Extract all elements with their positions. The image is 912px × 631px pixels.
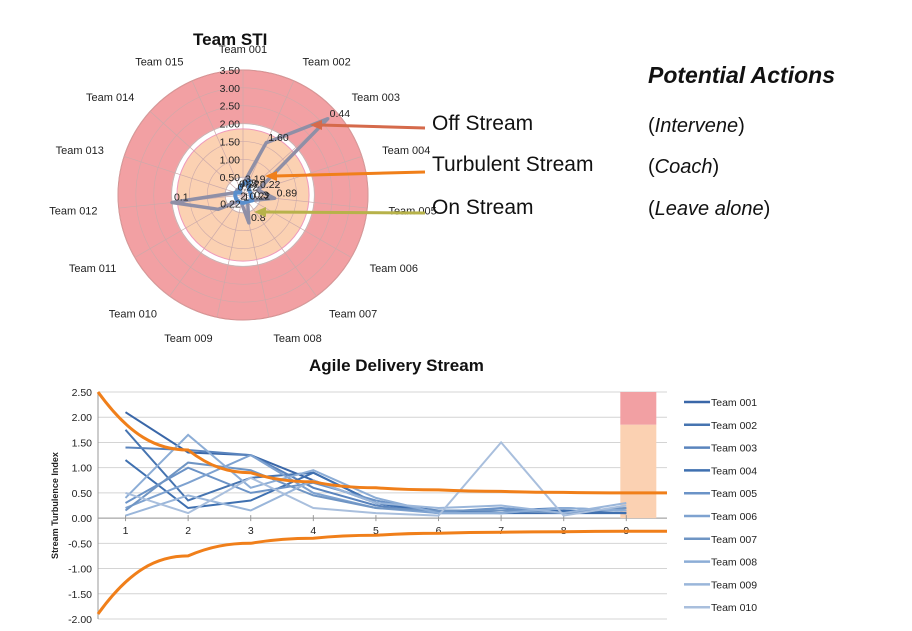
radar-tick-label: 2.00 bbox=[220, 119, 241, 131]
y-tick-label: 0.00 bbox=[72, 513, 93, 525]
upper-band-line bbox=[96, 391, 667, 495]
legend-label: Team 008 bbox=[711, 557, 757, 569]
radar-category-label: Team 001 bbox=[219, 44, 267, 56]
radar-data-label: 0.22 bbox=[238, 182, 259, 194]
legend-label: Team 001 bbox=[711, 397, 757, 409]
x-tick-label: 6 bbox=[436, 525, 442, 537]
radar-data-label: 0.44 bbox=[330, 108, 351, 120]
y-tick-label: 1.50 bbox=[72, 437, 93, 449]
radar-category-label: Team 013 bbox=[56, 145, 104, 157]
radar-spoke bbox=[242, 80, 295, 196]
turbulent-stream-arrow-head bbox=[265, 171, 277, 181]
on-stream-arrow-head bbox=[254, 207, 266, 217]
x-tick-label: 3 bbox=[248, 525, 254, 537]
action-leave-alone: (Leave alone) bbox=[648, 198, 771, 220]
radar-spoke bbox=[216, 194, 244, 318]
radar-data-label: 0.22 bbox=[250, 190, 271, 202]
turbulent-stream-label: Turbulent Stream bbox=[432, 153, 594, 176]
radar-chart-title: Team STI bbox=[193, 30, 268, 49]
off-stream-label: Off Stream bbox=[432, 112, 534, 135]
y-tick-label: 2.50 bbox=[72, 387, 93, 399]
radar-category-label: Team 007 bbox=[329, 308, 377, 320]
radar-spoke bbox=[169, 194, 244, 297]
radar-spoke bbox=[149, 111, 244, 196]
y-tick-label: -0.50 bbox=[68, 538, 92, 550]
y-tick-label: 2.00 bbox=[72, 412, 93, 424]
potential-actions-title: Potential Actions bbox=[648, 62, 835, 88]
radar-category-label: Team 015 bbox=[135, 56, 183, 68]
radar-spoke bbox=[242, 194, 352, 258]
radar-tick-label: 3.00 bbox=[220, 83, 241, 95]
y-tick-label: -2.00 bbox=[68, 614, 92, 626]
action-intervene: (Intervene) bbox=[648, 115, 745, 137]
legend-label: Team 009 bbox=[711, 579, 757, 591]
radar-spoke bbox=[191, 80, 244, 196]
radar-data-label: 0.22 bbox=[260, 179, 281, 191]
off-stream-zone-bar bbox=[620, 392, 657, 425]
legend-label: Team 005 bbox=[711, 488, 757, 500]
radar-tick-label: 1.50 bbox=[220, 136, 241, 148]
x-tick-label: 4 bbox=[310, 525, 316, 537]
radar-spoke bbox=[242, 194, 368, 209]
on-stream-label: On Stream bbox=[432, 196, 534, 219]
y-tick-label: -1.50 bbox=[68, 589, 92, 601]
radar-tick-label: 3.50 bbox=[220, 65, 241, 77]
radar-data-label: 0.22 bbox=[220, 198, 241, 210]
radar-tick-label: 0.50 bbox=[220, 172, 241, 184]
radar-category-label: Team 012 bbox=[49, 205, 97, 217]
lower-band-line bbox=[96, 529, 667, 615]
off-stream-arrow bbox=[319, 123, 426, 130]
radar-category-label: Team 004 bbox=[382, 145, 430, 157]
legend-label: Team 010 bbox=[711, 602, 757, 614]
legend-label: Team 003 bbox=[711, 443, 757, 455]
radar-data-label: 0.3 bbox=[242, 177, 257, 189]
radar-data-label: 0.89 bbox=[277, 187, 298, 199]
radar-spoke bbox=[124, 156, 244, 196]
radar-category-label: Team 003 bbox=[352, 92, 400, 104]
legend-label: Team 004 bbox=[711, 465, 757, 477]
x-tick-label: 5 bbox=[373, 525, 379, 537]
radar-data-label: 1.60 bbox=[268, 132, 289, 144]
radar-data-label: 0.3 bbox=[254, 189, 269, 201]
radar-category-label: Team 014 bbox=[86, 92, 134, 104]
radar-category-label: Team 002 bbox=[302, 56, 350, 68]
turbulent-stream-arrow bbox=[274, 170, 426, 178]
radar-series-line bbox=[233, 178, 255, 205]
radar-category-label: Team 009 bbox=[164, 333, 212, 345]
radar-data-label: 0.22 bbox=[239, 179, 260, 191]
x-tick-label: 1 bbox=[123, 525, 129, 537]
radar-data-label: 1 bbox=[243, 192, 249, 204]
y-tick-label: 0.50 bbox=[72, 488, 93, 500]
legend-label: Team 007 bbox=[711, 534, 757, 546]
radar-category-label: Team 008 bbox=[273, 333, 321, 345]
action-coach: (Coach) bbox=[648, 156, 720, 178]
off-stream-arrow-head bbox=[310, 120, 322, 130]
line-series bbox=[124, 461, 627, 515]
y-tick-label: 1.00 bbox=[72, 463, 93, 475]
radar-data-label: 0.1 bbox=[174, 191, 189, 203]
radar-category-label: Team 010 bbox=[109, 308, 157, 320]
radar-data-label: 3.19 bbox=[245, 173, 266, 185]
radar-category-label: Team 011 bbox=[69, 263, 117, 275]
x-tick-label: 2 bbox=[185, 525, 191, 537]
turbulent-stream-zone-bar bbox=[620, 424, 657, 519]
line-chart-title: Agile Delivery Stream bbox=[309, 356, 484, 375]
legend-label: Team 006 bbox=[711, 511, 757, 523]
radar-tick-label: 2.50 bbox=[220, 101, 241, 113]
legend-label: Team 002 bbox=[711, 420, 757, 432]
radar-data-label: 2 bbox=[240, 190, 246, 202]
radar-tick-label: 1.00 bbox=[220, 154, 241, 166]
y-tick-label: -1.00 bbox=[68, 564, 92, 576]
radar-category-label: Team 006 bbox=[370, 263, 418, 275]
y-axis-label: Stream Turbulence Index bbox=[50, 452, 60, 559]
on-stream-arrow bbox=[263, 210, 426, 215]
